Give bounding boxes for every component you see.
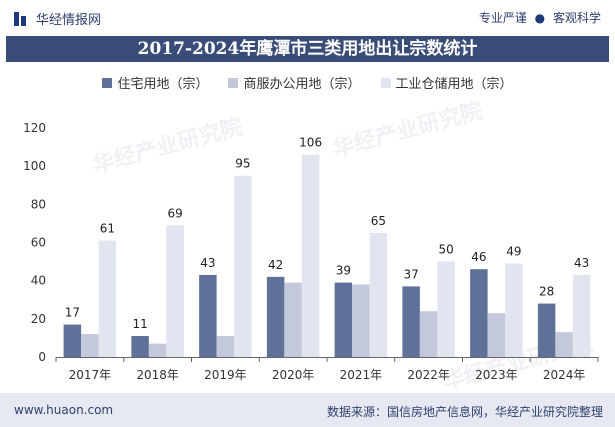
footer-url[interactable]: www.huaon.com — [14, 403, 114, 417]
bar — [199, 274, 217, 357]
bar — [301, 154, 320, 357]
bar — [437, 261, 455, 357]
bar — [419, 311, 438, 357]
legend-item: 住宅用地（宗） — [102, 73, 208, 92]
bar — [487, 313, 506, 357]
y-tick-label: 40 — [31, 274, 46, 288]
bar — [572, 274, 591, 357]
footer: www.huaon.com 数据来源：国信房地产信息网，华经产业研究院整理 — [0, 393, 615, 427]
data-label: 46 — [471, 250, 486, 264]
x-tick-label: 2019年 — [204, 368, 247, 382]
x-tick-label: 2017年 — [69, 368, 112, 382]
bar — [148, 343, 167, 357]
bar — [234, 175, 252, 357]
brand-name: 华经情报网 — [36, 13, 102, 28]
data-label: 11 — [132, 317, 147, 331]
data-label: 95 — [235, 157, 250, 171]
legend-label: 商服办公用地（宗） — [243, 77, 361, 92]
bar — [402, 286, 420, 357]
bar — [369, 232, 388, 357]
slogan: 专业严谨 ● 客观科学 — [479, 9, 601, 26]
chart-legend: 住宅用地（宗） 商服办公用地（宗） 工业仓储用地（宗） — [0, 73, 615, 92]
bar — [63, 324, 82, 357]
x-tick-label: 2024年 — [543, 368, 586, 382]
x-tick-label: 2021年 — [340, 368, 383, 382]
y-tick-label: 20 — [31, 312, 46, 326]
y-tick-label: 80 — [31, 197, 46, 211]
data-label: 65 — [371, 214, 386, 228]
bar — [505, 263, 523, 357]
legend-label: 住宅用地（宗） — [117, 77, 209, 92]
legend-swatch — [102, 77, 113, 88]
data-label: 106 — [299, 136, 322, 150]
data-label: 69 — [167, 206, 182, 220]
legend-swatch — [228, 77, 239, 88]
bar — [98, 240, 117, 357]
legend-swatch — [380, 77, 391, 88]
data-label: 39 — [336, 264, 351, 278]
x-tick-label: 2020年 — [272, 368, 315, 382]
data-label: 37 — [403, 267, 418, 281]
legend-label: 工业仓储用地（宗） — [395, 77, 513, 92]
brand-logo-icon — [14, 11, 28, 26]
data-label: 50 — [438, 243, 453, 257]
data-label: 61 — [100, 222, 115, 236]
y-tick-label: 100 — [23, 159, 46, 173]
bar — [334, 282, 353, 357]
bar — [537, 303, 556, 357]
bar — [216, 336, 235, 357]
data-source: 数据来源：国信房地产信息网，华经产业研究院整理 — [326, 405, 603, 419]
bar — [284, 282, 302, 357]
x-tick-label: 2023年 — [475, 368, 518, 382]
y-tick-label: 60 — [31, 236, 46, 250]
slogan-left: 专业严谨 — [478, 11, 527, 25]
y-tick-label: 120 — [23, 121, 46, 135]
chart-title: 2017-2024年鹰潭市三类用地出让宗数统计 — [6, 36, 609, 62]
bar — [352, 284, 370, 357]
data-label: 17 — [65, 306, 80, 320]
bar — [131, 336, 149, 357]
legend-item: 商服办公用地（宗） — [228, 73, 361, 92]
top-bar: 华经情报网 专业严谨 ● 客观科学 — [0, 0, 615, 36]
y-tick-label: 0 — [38, 350, 46, 364]
data-label: 43 — [574, 256, 589, 270]
bar — [81, 334, 99, 357]
data-label: 42 — [268, 258, 283, 272]
bar — [470, 269, 488, 357]
bar — [555, 332, 573, 357]
brand: 华经情报网 — [14, 9, 101, 28]
data-label: 49 — [506, 244, 521, 258]
bar — [266, 276, 285, 357]
bullet-icon: ● — [534, 11, 546, 25]
bar — [166, 225, 184, 357]
x-tick-label: 2022年 — [407, 368, 450, 382]
slogan-right: 客观科学 — [552, 11, 601, 25]
data-label: 43 — [200, 256, 215, 270]
legend-item: 工业仓储用地（宗） — [380, 73, 513, 92]
data-label: 28 — [539, 285, 554, 299]
x-tick-label: 2018年 — [136, 368, 179, 382]
